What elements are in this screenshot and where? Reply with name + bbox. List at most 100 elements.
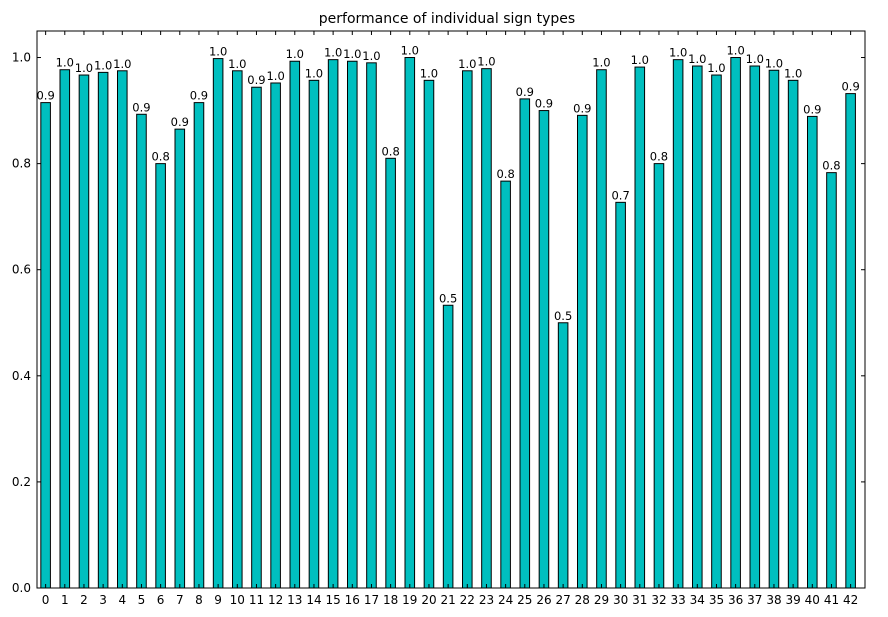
data-label-37: 1.0 bbox=[746, 52, 764, 66]
bar-32 bbox=[653, 163, 665, 589]
x-tick-label-20: 20 bbox=[421, 593, 436, 607]
x-tick-label-18: 18 bbox=[383, 593, 398, 607]
data-label-17: 1.0 bbox=[362, 49, 380, 63]
x-tick-label-25: 25 bbox=[517, 593, 532, 607]
bar-27 bbox=[557, 322, 569, 589]
bar-6 bbox=[155, 163, 166, 589]
data-label-40: 0.9 bbox=[803, 102, 821, 116]
data-label-23: 1.0 bbox=[477, 55, 495, 69]
data-label-1: 1.0 bbox=[56, 56, 74, 70]
bar-20 bbox=[423, 79, 435, 589]
bar-36 bbox=[730, 57, 741, 589]
bar-2 bbox=[78, 74, 90, 589]
bar-21 bbox=[442, 304, 454, 589]
data-label-14: 1.0 bbox=[305, 66, 323, 80]
bar-22 bbox=[462, 70, 473, 589]
bar-40 bbox=[807, 115, 818, 589]
data-label-6: 0.8 bbox=[151, 150, 169, 164]
x-tick-label-3: 3 bbox=[99, 593, 107, 607]
x-tick-label-31: 31 bbox=[632, 593, 647, 607]
data-label-32: 0.8 bbox=[650, 150, 668, 164]
data-label-5: 0.9 bbox=[132, 100, 150, 114]
bar-16 bbox=[347, 60, 358, 589]
x-tick-label-26: 26 bbox=[536, 593, 551, 607]
bars-group bbox=[40, 57, 856, 589]
data-label-34: 1.0 bbox=[688, 52, 706, 66]
data-label-16: 1.0 bbox=[343, 47, 361, 61]
data-label-31: 1.0 bbox=[631, 53, 649, 67]
x-tick-label-42: 42 bbox=[843, 593, 858, 607]
data-label-9: 1.0 bbox=[209, 45, 227, 59]
data-label-24: 0.8 bbox=[496, 167, 514, 181]
data-label-12: 1.0 bbox=[266, 69, 284, 83]
y-tick-label-0.2: 0.2 bbox=[12, 475, 31, 489]
y-tick-label-0.6: 0.6 bbox=[12, 263, 31, 277]
bar-38 bbox=[768, 69, 780, 589]
data-label-33: 1.0 bbox=[669, 46, 687, 60]
data-label-26: 0.9 bbox=[535, 97, 553, 111]
y-tick-label-1.0: 1.0 bbox=[12, 51, 31, 65]
x-tick-label-23: 23 bbox=[479, 593, 494, 607]
bar-26 bbox=[538, 110, 550, 589]
data-label-28: 0.9 bbox=[573, 101, 591, 115]
x-tick-label-28: 28 bbox=[575, 593, 590, 607]
data-label-0: 0.9 bbox=[36, 89, 54, 103]
x-tick-label-38: 38 bbox=[766, 593, 781, 607]
bar-3 bbox=[97, 71, 109, 589]
x-tick-label-11: 11 bbox=[249, 593, 264, 607]
x-tick-label-19: 19 bbox=[402, 593, 417, 607]
data-label-38: 1.0 bbox=[765, 56, 783, 70]
bar-9 bbox=[212, 58, 224, 589]
y-tick-label-0.0: 0.0 bbox=[12, 581, 31, 595]
x-tick-label-1: 1 bbox=[61, 593, 69, 607]
x-tick-label-27: 27 bbox=[555, 593, 570, 607]
data-label-21: 0.5 bbox=[439, 291, 457, 305]
x-tick-label-33: 33 bbox=[670, 593, 685, 607]
plot-frame bbox=[36, 30, 866, 589]
y-tick-label-0.8: 0.8 bbox=[12, 157, 31, 171]
bar-25 bbox=[519, 98, 531, 589]
bar-33 bbox=[672, 59, 684, 589]
bar-28 bbox=[577, 114, 588, 589]
bar-7 bbox=[174, 128, 186, 589]
data-label-41: 0.8 bbox=[822, 159, 840, 173]
x-tick-label-34: 34 bbox=[690, 593, 705, 607]
data-label-27: 0.5 bbox=[554, 309, 572, 323]
bar-1 bbox=[59, 69, 71, 589]
data-labels-group: 0.91.0 1.0 1.0 1.00.90.80.90.91.01.00.9 1.01… bbox=[36, 44, 859, 323]
data-label-15: 1.0 bbox=[324, 46, 342, 60]
x-tick-label-24: 24 bbox=[498, 593, 513, 607]
data-label-10: 1.0 bbox=[228, 57, 246, 71]
bar-42 bbox=[845, 93, 856, 589]
data-label-42: 0.9 bbox=[841, 80, 859, 94]
data-label-11: 0.9 bbox=[247, 73, 265, 87]
bar-14 bbox=[308, 79, 320, 589]
data-label-20: 1.0 bbox=[420, 66, 438, 80]
bar-12 bbox=[270, 82, 281, 589]
bar-5 bbox=[136, 113, 147, 589]
bar-4 bbox=[117, 70, 128, 589]
bar-41 bbox=[826, 172, 837, 589]
bar-23 bbox=[481, 68, 492, 589]
data-label-18: 0.8 bbox=[381, 144, 399, 158]
chart-title: performance of individual sign types bbox=[319, 11, 575, 27]
data-label-3: 1.0 bbox=[94, 58, 112, 72]
x-tick-label-21: 21 bbox=[440, 593, 455, 607]
bar-37 bbox=[749, 65, 761, 589]
x-tick-label-5: 5 bbox=[138, 593, 146, 607]
x-tick-label-7: 7 bbox=[176, 593, 184, 607]
x-tick-label-17: 17 bbox=[364, 593, 379, 607]
x-tick-label-29: 29 bbox=[594, 593, 609, 607]
data-label-22: 1.0 bbox=[458, 57, 476, 71]
bar-11 bbox=[251, 86, 262, 589]
x-tick-label-22: 22 bbox=[460, 593, 475, 607]
x-tick-label-32: 32 bbox=[651, 593, 666, 607]
x-tick-label-10: 10 bbox=[230, 593, 245, 607]
x-tick-label-36: 36 bbox=[728, 593, 743, 607]
bar-8 bbox=[193, 102, 205, 589]
x-tick-label-14: 14 bbox=[306, 593, 321, 607]
bar-24 bbox=[500, 180, 511, 589]
bar-39 bbox=[787, 79, 799, 589]
bar-10 bbox=[232, 70, 243, 589]
